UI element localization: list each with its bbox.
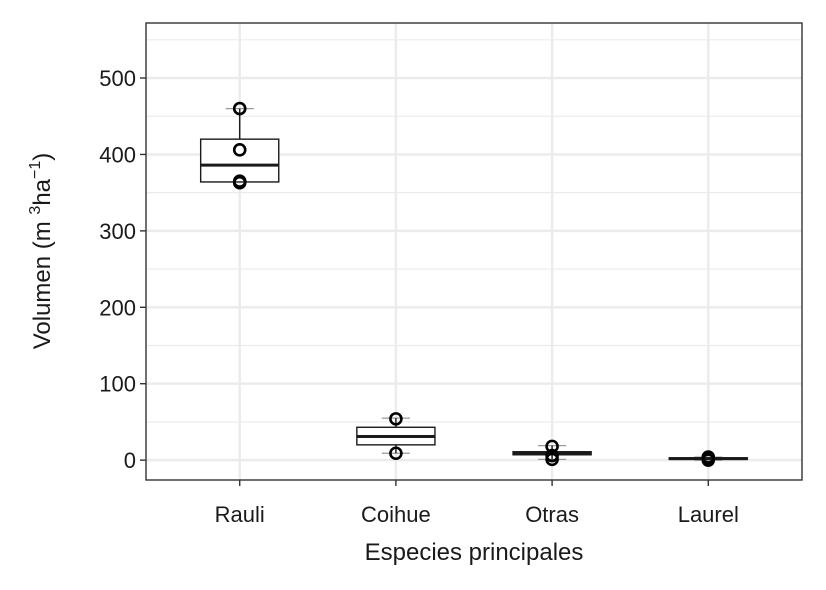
data-point xyxy=(232,101,247,116)
box-rauli xyxy=(199,101,280,190)
y-axis: 0 100 200 300 400 500 xyxy=(99,66,146,473)
y-tick-label: 200 xyxy=(99,295,136,320)
grid-lines xyxy=(146,23,802,480)
y-axis-title-exponent-1: 3 xyxy=(27,206,44,215)
y-axis-title-unit: ha xyxy=(29,178,56,205)
data-point xyxy=(545,452,559,467)
box-laurel xyxy=(668,450,749,467)
x-tick-label: Rauli xyxy=(215,502,265,527)
y-tick-label: 100 xyxy=(99,372,136,397)
data-point xyxy=(545,439,559,454)
x-axis: Rauli Coihue Otras Laurel xyxy=(215,480,739,527)
y-axis-title-suffix: ) xyxy=(29,153,56,161)
y-tick-label: 300 xyxy=(99,219,136,244)
y-tick-label: 400 xyxy=(99,142,136,167)
y-tick-label: 500 xyxy=(99,66,136,91)
y-tick-label: 0 xyxy=(124,448,136,473)
x-tick-label: Coihue xyxy=(361,502,431,527)
box-coihue xyxy=(356,412,436,461)
data-point xyxy=(232,143,247,157)
data-point xyxy=(232,175,247,190)
data-point xyxy=(701,453,716,467)
data-point xyxy=(389,446,403,461)
box-series xyxy=(199,101,749,467)
x-tick-label: Otras xyxy=(525,502,579,527)
x-tick-label: Laurel xyxy=(678,502,739,527)
x-axis-title: Especies principales xyxy=(365,539,584,566)
box-otras xyxy=(512,439,592,467)
data-point xyxy=(389,412,403,426)
y-axis-title-exponent-2: −1 xyxy=(27,161,44,179)
y-axis-title-prefix: Volumen (m xyxy=(29,215,56,350)
panel-border xyxy=(145,22,803,481)
y-axis-title: Volumen (m 3ha−1) xyxy=(27,153,56,350)
